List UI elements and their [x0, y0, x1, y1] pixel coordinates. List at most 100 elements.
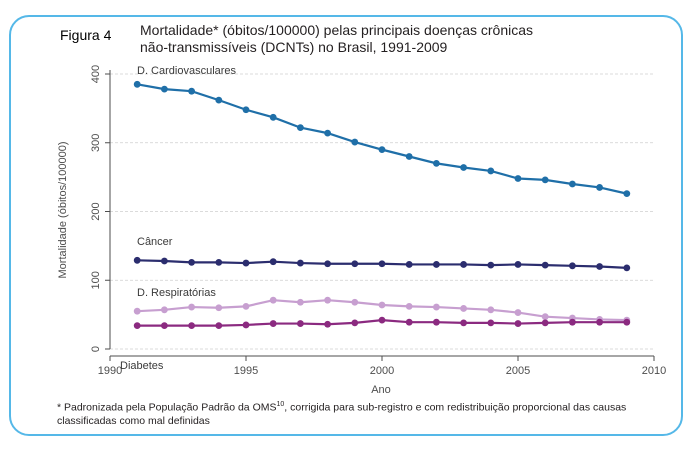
- grid: [110, 73, 654, 350]
- data-point-d-cardiovasculares-1994: [215, 96, 223, 104]
- data-point-d-cardiovasculares-1999: [351, 138, 359, 146]
- data-point-d-cardiovasculares-1998: [324, 129, 331, 137]
- data-point-d-cardiovasculares-2008: [596, 184, 603, 191]
- data-point-cancer-2009: [623, 264, 631, 272]
- x-tick-label-1990: 1990: [98, 365, 122, 377]
- y-tick-label-200: 200: [90, 202, 102, 220]
- data-point-d-respiratorias-1999: [351, 298, 359, 306]
- data-point-diabetes-1993: [188, 322, 196, 330]
- data-point-cancer-2000: [378, 260, 386, 268]
- series-label-d-cardiovasculares: D. Cardiovasculares: [137, 65, 237, 77]
- data-point-cancer-2007: [569, 262, 576, 270]
- data-point-d-respiratorias-2003: [460, 305, 467, 312]
- data-point-d-respiratorias-2002: [433, 303, 440, 311]
- data-point-d-respiratorias-1995: [242, 302, 250, 310]
- data-point-d-cardiovasculares-2006: [541, 176, 549, 184]
- data-point-d-cardiovasculares-2000: [378, 146, 386, 154]
- data-point-d-cardiovasculares-1995: [242, 106, 250, 114]
- y-tick-label-300: 300: [90, 134, 102, 152]
- data-point-cancer-1998: [324, 260, 331, 268]
- data-point-d-respiratorias-1997: [297, 298, 304, 306]
- y-tick-label-400: 400: [90, 65, 102, 83]
- footnote: * Padronizada pela População Padrão da O…: [57, 398, 677, 428]
- footnote-suffix: , corrigida para sub-registro e com redi…: [57, 401, 627, 427]
- data-point-diabetes-2008: [596, 318, 603, 326]
- data-point-d-cardiovasculares-2003: [460, 164, 467, 171]
- data-point-d-cardiovasculares-2009: [623, 190, 631, 198]
- data-point-cancer-1997: [297, 259, 304, 267]
- data-point-diabetes-1998: [324, 320, 331, 328]
- y-axis-label: Mortalidade (óbitos/100000): [57, 142, 69, 279]
- axes: 0 100 200 300 400 1990 1995 2000 2005 2010: [90, 65, 666, 377]
- data-point-diabetes-2000: [378, 316, 386, 324]
- series-d-respiratorias: D. Respiratórias: [133, 287, 631, 324]
- data-point-d-respiratorias-1993: [188, 303, 196, 311]
- data-point-cancer-2002: [433, 261, 440, 268]
- data-point-cancer-2001: [405, 261, 413, 268]
- data-point-diabetes-1996: [269, 320, 277, 327]
- data-point-d-cardiovasculares-2001: [405, 153, 413, 160]
- data-point-cancer-2006: [541, 261, 549, 269]
- data-point-cancer-1994: [215, 258, 223, 266]
- data-point-cancer-1995: [242, 259, 250, 267]
- x-axis-label: Ano: [371, 384, 391, 396]
- data-point-d-respiratorias-1998: [324, 296, 331, 304]
- figure-frame: [9, 15, 683, 436]
- data-point-d-respiratorias-1992: [161, 306, 168, 314]
- x-tick-label-2000: 2000: [370, 365, 394, 377]
- series-label-cancer: Câncer: [137, 236, 173, 248]
- data-point-d-respiratorias-2000: [378, 301, 386, 309]
- data-point-d-cardiovasculares-2007: [569, 180, 576, 188]
- data-point-diabetes-2005: [514, 320, 522, 327]
- y-tick-label-100: 100: [90, 271, 102, 289]
- data-point-d-cardiovasculares-2002: [433, 159, 440, 167]
- data-point-diabetes-2009: [623, 318, 631, 326]
- data-point-cancer-2004: [487, 261, 495, 269]
- data-point-diabetes-2004: [487, 319, 495, 327]
- data-point-d-respiratorias-1994: [215, 304, 223, 312]
- data-point-cancer-2005: [514, 261, 522, 268]
- data-point-d-respiratorias-2004: [487, 306, 495, 314]
- data-point-cancer-1992: [161, 257, 168, 265]
- data-point-diabetes-1999: [351, 319, 359, 327]
- series-d-cardiovasculares: D. Cardiovasculares: [133, 65, 631, 198]
- series-cancer: Câncer: [133, 236, 631, 272]
- data-point-d-respiratorias-1991: [133, 307, 141, 315]
- data-point-diabetes-2003: [460, 319, 467, 327]
- footnote-superscript: 10: [276, 401, 285, 408]
- data-point-d-respiratorias-2001: [405, 302, 413, 310]
- data-point-cancer-2008: [596, 263, 603, 270]
- figure-label: Figura 4: [60, 27, 112, 43]
- data-point-d-respiratorias-1996: [269, 296, 277, 304]
- series-line-d-cardiovasculares: [137, 83, 628, 195]
- data-point-d-cardiovasculares-1997: [297, 124, 304, 132]
- data-point-d-respiratorias-2005: [514, 309, 522, 316]
- data-point-diabetes-1991: [133, 322, 141, 330]
- data-point-diabetes-2001: [405, 318, 413, 326]
- footnote-prefix: * Padronizada pela População Padrão da O…: [57, 401, 277, 414]
- x-tick-label-1995: 1995: [234, 365, 258, 377]
- data-point-d-respiratorias-2006: [541, 313, 549, 321]
- data-point-diabetes-1997: [297, 320, 304, 327]
- data-point-diabetes-2002: [433, 318, 440, 326]
- x-tick-label-2005: 2005: [506, 365, 530, 377]
- data-point-d-cardiovasculares-2005: [514, 175, 522, 182]
- data-point-d-cardiovasculares-1991: [133, 80, 141, 88]
- chart-title: Mortalidade* (óbitos/100000) pelas princ…: [140, 22, 534, 55]
- data-point-cancer-1991: [133, 256, 141, 264]
- data-point-diabetes-2007: [569, 318, 576, 326]
- data-point-d-cardiovasculares-1992: [161, 85, 168, 93]
- series-label-diabetes: Diabetes: [120, 360, 164, 372]
- data-point-diabetes-2006: [541, 319, 549, 327]
- data-point-diabetes-1995: [242, 321, 250, 329]
- data-point-d-cardiovasculares-1996: [269, 113, 277, 121]
- data-point-d-cardiovasculares-1993: [188, 87, 196, 95]
- data-point-diabetes-1992: [161, 322, 168, 330]
- data-point-cancer-1999: [351, 260, 359, 268]
- data-point-diabetes-1994: [215, 322, 223, 330]
- x-tick-label-2010: 2010: [642, 365, 666, 377]
- data-point-cancer-1996: [269, 258, 277, 266]
- data-point-d-cardiovasculares-2004: [487, 167, 495, 175]
- data-point-cancer-1993: [188, 258, 196, 266]
